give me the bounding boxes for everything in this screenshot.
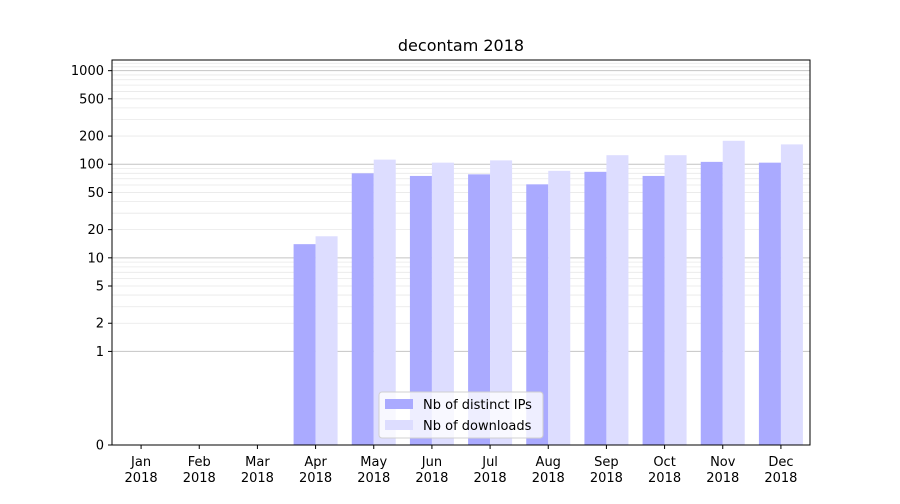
bar-downloads: [548, 170, 571, 446]
bar-downloads: [664, 155, 687, 445]
y-tick-label: 10: [87, 251, 104, 266]
y-tick-label: 5: [96, 280, 104, 295]
x-tick-label: Nov 2018: [706, 455, 739, 486]
bars: [293, 140, 803, 446]
bar-distinct-ips: [409, 175, 432, 445]
y-axis: 0 1 2 5 10 20 50 100 200 500 1000: [71, 64, 112, 454]
x-tick-label: Dec 2018: [764, 455, 797, 486]
y-tick-label: 2: [96, 317, 104, 332]
bar-distinct-ips: [468, 174, 491, 445]
y-tick-label: 1000: [71, 64, 104, 79]
grid-lines: [112, 62, 810, 352]
bar-distinct-ips: [351, 173, 374, 445]
legend-label: Nb of distinct IPs: [423, 398, 532, 413]
x-tick-label: Oct 2018: [648, 455, 681, 486]
bar-distinct-ips: [293, 244, 316, 445]
bar-downloads: [606, 155, 629, 445]
bar-downloads: [722, 140, 745, 445]
bar-downloads: [490, 160, 513, 445]
y-tick-label: 20: [87, 223, 104, 238]
x-tick-label: Jun 2018: [415, 455, 448, 486]
y-tick-label: 500: [79, 92, 104, 107]
x-tick-label: Jan 2018: [125, 455, 158, 486]
legend-box: [378, 391, 544, 439]
x-axis: Jan 2018 Feb 2018 Mar 2018 Apr 2018 May 2018 Jun 20…: [125, 445, 797, 486]
bar-distinct-ips: [584, 171, 607, 445]
x-tick-label: Mar 2018: [241, 455, 274, 486]
bar-distinct-ips: [526, 184, 549, 445]
x-tick-label: Aug 2018: [532, 455, 565, 486]
legend-swatch: [385, 420, 413, 430]
bar-distinct-ips: [758, 162, 781, 445]
plot-frame: [111, 59, 811, 446]
x-tick-label: May 2018: [357, 455, 390, 486]
x-tick-label: Apr 2018: [299, 455, 332, 486]
y-tick-label: 50: [87, 186, 104, 201]
y-tick-label: 0: [96, 439, 104, 454]
legend: Nb of distinct IPs Nb of downloads: [378, 391, 544, 439]
x-tick-label: Jul 2018: [474, 455, 507, 486]
bar-downloads: [315, 236, 338, 445]
chart-title: decontam 2018: [398, 36, 524, 55]
legend-label: Nb of downloads: [423, 419, 532, 434]
x-tick-label: Feb 2018: [183, 455, 216, 486]
bar-downloads: [780, 144, 803, 445]
y-tick-label: 200: [79, 130, 104, 145]
y-tick-label: 1: [96, 345, 104, 360]
y-tick-label: 100: [79, 158, 104, 173]
bar-downloads: [431, 162, 454, 445]
bar-distinct-ips: [642, 175, 665, 445]
bar-distinct-ips: [700, 161, 723, 445]
x-tick-label: Sep 2018: [590, 455, 623, 486]
bar-downloads: [373, 159, 396, 445]
legend-swatch: [385, 399, 413, 409]
